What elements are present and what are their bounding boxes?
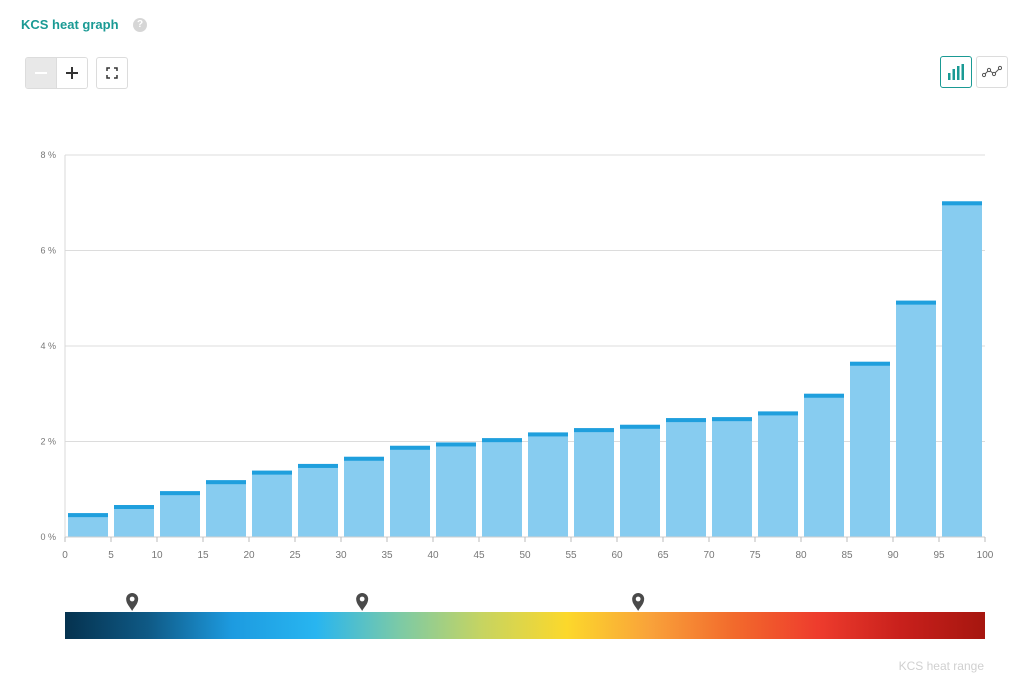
x-tick-label: 70: [703, 550, 715, 561]
bar-top: [896, 300, 936, 305]
bar-chart-icon: [948, 64, 964, 80]
x-tick-label: 40: [427, 550, 439, 561]
location-pin-icon[interactable]: [632, 593, 645, 611]
heat-range-bar: [65, 612, 985, 639]
x-tick-label: 65: [657, 550, 669, 561]
help-icon[interactable]: ?: [133, 18, 147, 32]
x-tick-label: 75: [749, 550, 761, 561]
x-tick-label: 30: [335, 550, 347, 561]
zoom-controls: [25, 57, 88, 89]
bar[interactable]: [804, 393, 844, 537]
bar-view-button[interactable]: [940, 56, 972, 88]
bar-top: [298, 463, 338, 468]
line-view-button[interactable]: [976, 56, 1008, 88]
bar[interactable]: [298, 463, 338, 537]
bar-top: [68, 513, 108, 518]
x-tick-label: 15: [197, 550, 209, 561]
x-tick-label: 5: [108, 550, 114, 561]
x-tick-label: 95: [933, 550, 945, 561]
bar[interactable]: [68, 513, 108, 537]
x-tick-label: 10: [151, 550, 163, 561]
bar-top: [114, 505, 154, 510]
x-tick-label: 90: [887, 550, 899, 561]
x-tick-label: 55: [565, 550, 577, 561]
bar-top: [758, 411, 798, 416]
page-title: KCS heat graph: [21, 17, 119, 32]
bar-top: [160, 491, 200, 496]
y-tick-label: 2 %: [40, 437, 56, 447]
zoom-out-button[interactable]: [26, 58, 57, 88]
bar[interactable]: [850, 361, 890, 537]
bar[interactable]: [666, 418, 706, 537]
line-chart-icon: [982, 65, 1002, 78]
fit-to-screen-button[interactable]: [96, 57, 128, 89]
bar[interactable]: [528, 432, 568, 537]
bar-top: [574, 428, 614, 433]
minus-icon: [35, 72, 47, 74]
bar[interactable]: [436, 442, 476, 537]
x-tick-label: 100: [977, 550, 994, 561]
bar[interactable]: [206, 480, 246, 537]
y-tick-label: 0 %: [40, 532, 56, 542]
location-pin-icon[interactable]: [126, 593, 139, 611]
bar-top: [804, 393, 844, 398]
x-tick-label: 20: [243, 550, 255, 561]
bar[interactable]: [390, 445, 430, 537]
zoom-in-button[interactable]: [57, 58, 87, 88]
bar-top: [206, 480, 246, 485]
bar[interactable]: [252, 470, 292, 537]
bar[interactable]: [344, 456, 384, 537]
y-tick-label: 6 %: [40, 246, 56, 256]
x-tick-label: 80: [795, 550, 807, 561]
bar-top: [666, 418, 706, 423]
bar[interactable]: [114, 505, 154, 537]
x-tick-label: 45: [473, 550, 485, 561]
bar-top: [712, 417, 752, 422]
bar[interactable]: [942, 201, 982, 537]
bar-top: [390, 445, 430, 450]
bar-top: [528, 432, 568, 437]
bar[interactable]: [482, 438, 522, 537]
bar[interactable]: [712, 417, 752, 537]
bar[interactable]: [620, 424, 660, 537]
bar[interactable]: [574, 428, 614, 537]
x-tick-label: 35: [381, 550, 393, 561]
x-tick-label: 25: [289, 550, 301, 561]
x-tick-label: 85: [841, 550, 853, 561]
y-tick-label: 8 %: [40, 150, 56, 160]
y-tick-label: 4 %: [40, 341, 56, 351]
x-tick-label: 50: [519, 550, 531, 561]
bar-top: [252, 470, 292, 475]
x-tick-label: 0: [62, 550, 68, 561]
bar-top: [344, 456, 384, 461]
bar-top: [850, 361, 890, 366]
bar-top: [942, 201, 982, 206]
bar[interactable]: [758, 411, 798, 537]
heat-range-label: KCS heat range: [898, 659, 984, 673]
bar-top: [620, 424, 660, 429]
x-tick-label: 60: [611, 550, 623, 561]
bar-top: [482, 438, 522, 443]
location-pin-icon[interactable]: [356, 593, 369, 611]
plus-icon: [66, 67, 78, 79]
bar-top: [436, 442, 476, 447]
bar[interactable]: [160, 491, 200, 537]
expand-icon: [106, 67, 118, 79]
bar[interactable]: [896, 300, 936, 537]
